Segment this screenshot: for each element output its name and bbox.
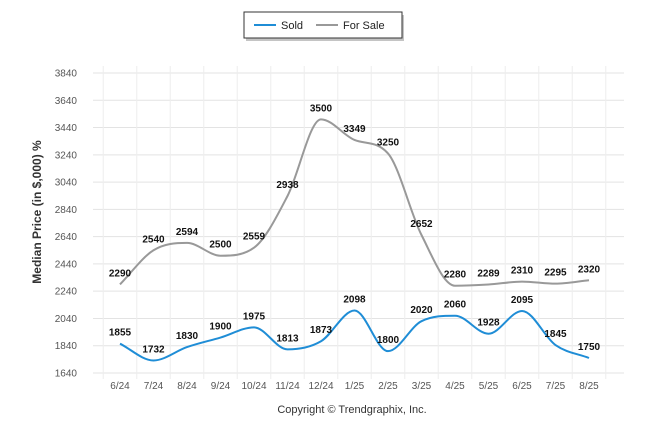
data-label-sold: 2060 (444, 300, 467, 311)
copyright-footer: Copyright © Trendgraphix, Inc. (277, 404, 426, 416)
data-label-sold: 1873 (310, 325, 333, 336)
x-tick-label: 7/24 (144, 381, 164, 392)
y-tick-label: 1840 (55, 341, 78, 352)
data-label-for-sale: 2280 (444, 270, 467, 281)
y-tick-label: 3840 (55, 69, 78, 80)
data-label-for-sale: 2938 (276, 180, 299, 191)
data-label-for-sale: 2652 (410, 219, 433, 230)
data-label-for-sale: 2594 (176, 227, 199, 238)
data-label-for-sale: 2320 (578, 264, 601, 275)
y-tick-label: 2240 (55, 287, 78, 298)
y-tick-label: 2640 (55, 232, 78, 243)
data-label-for-sale: 3349 (343, 124, 366, 135)
x-tick-label: 11/24 (275, 381, 300, 392)
legend-label-sold: Sold (281, 20, 303, 32)
x-tick-label: 12/24 (308, 381, 333, 392)
data-label-sold: 1845 (544, 329, 567, 340)
data-label-sold: 1750 (578, 342, 601, 353)
data-label-for-sale: 3250 (377, 137, 400, 148)
y-axis-label: Median Price (in $,000) % (30, 140, 44, 284)
y-tick-label: 3240 (55, 150, 78, 161)
data-label-for-sale: 2289 (477, 269, 500, 280)
data-label-sold: 1855 (109, 328, 132, 339)
x-tick-label: 6/25 (512, 381, 532, 392)
x-tick-label: 5/25 (479, 381, 499, 392)
data-label-sold: 1800 (377, 335, 400, 346)
y-tick-label: 1640 (55, 369, 78, 380)
data-label-for-sale: 2290 (109, 268, 132, 279)
series-lines (119, 118, 590, 362)
y-tick-label: 3040 (55, 178, 78, 189)
data-label-sold: 1900 (209, 322, 232, 333)
x-tick-label: 10/24 (241, 381, 266, 392)
data-label-sold: 1975 (243, 311, 266, 322)
data-label-sold: 2095 (511, 295, 534, 306)
data-label-for-sale: 2500 (209, 240, 232, 251)
x-tick-label: 8/25 (579, 381, 599, 392)
y-tick-label: 3640 (55, 96, 78, 107)
x-tick-label: 6/24 (110, 381, 130, 392)
x-tick-label: 4/25 (445, 381, 465, 392)
y-tick-label: 2840 (55, 205, 78, 216)
legend-label-for-sale: For Sale (343, 20, 385, 32)
y-tick-label: 2040 (55, 314, 78, 325)
x-tick-label: 3/25 (412, 381, 432, 392)
data-label-for-sale: 2540 (142, 234, 165, 245)
x-tick-label: 2/25 (378, 381, 398, 392)
x-tick-label: 9/24 (211, 381, 231, 392)
x-tick-label: 7/25 (546, 381, 566, 392)
y-tick-label: 2440 (55, 259, 78, 270)
data-label-for-sale: 2310 (511, 266, 534, 277)
grid-lines (93, 66, 624, 379)
axes: 1640 1840 2040 2240 2440 2640 2840 3040 3240 3440… (55, 69, 599, 393)
data-label-for-sale: 2559 (243, 232, 266, 243)
data-label-sold: 1830 (176, 331, 199, 342)
data-labels: 1855 1732 1830 1900 1975 1813 1873 2098 1800 2020… (109, 103, 601, 355)
x-tick-label: 8/24 (177, 381, 197, 392)
x-tick-label: 1/25 (345, 381, 365, 392)
data-label-for-sale: 2295 (544, 268, 567, 279)
series-line-sold (119, 309, 590, 362)
data-label-sold: 1813 (276, 333, 299, 344)
data-label-sold: 1732 (142, 344, 165, 355)
data-label-sold: 1928 (477, 318, 500, 329)
data-label-sold: 2020 (410, 305, 433, 316)
data-label-sold: 2098 (343, 295, 366, 306)
data-label-for-sale: 3500 (310, 103, 333, 114)
series-line-for-sale (119, 118, 590, 287)
legend: Sold For Sale (243, 11, 404, 41)
y-tick-label: 3440 (55, 123, 78, 134)
